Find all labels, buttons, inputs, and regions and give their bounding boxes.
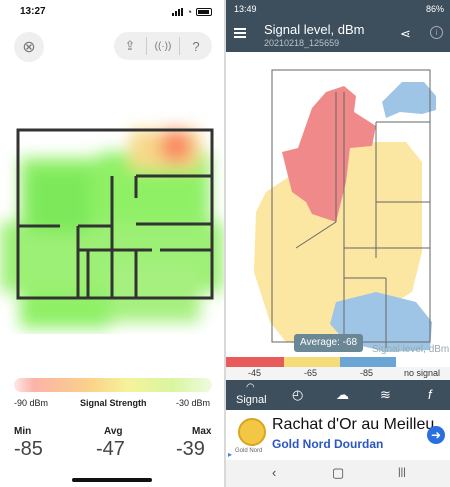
share-icon[interactable]: ⇪ bbox=[124, 38, 136, 53]
stat-avg-value: -47 bbox=[96, 438, 125, 460]
signal-map[interactable] bbox=[226, 52, 450, 358]
cloud-icon[interactable]: ☁ bbox=[336, 387, 349, 402]
scale-max-label: -30 dBm bbox=[176, 398, 211, 408]
ad-subline[interactable]: Gold Nord Dourdan bbox=[272, 437, 384, 451]
signal-tab[interactable]: Signal bbox=[236, 394, 267, 406]
back-button[interactable]: ‹ bbox=[272, 465, 277, 480]
toolbar-subtitle: 20210218_125659 bbox=[264, 38, 340, 48]
bottom-toolbar: ◠ Signal ◴ ☁ ≋ f bbox=[226, 380, 450, 410]
ad-choices-icon[interactable]: ▸ bbox=[228, 450, 233, 459]
pill-divider bbox=[146, 37, 147, 55]
waves-icon[interactable]: ≋ bbox=[380, 387, 391, 402]
stat-max-label: Max bbox=[192, 426, 212, 437]
legend-swatch-yellow bbox=[284, 357, 340, 367]
status-time: 13:27 bbox=[20, 6, 46, 17]
ad-headline[interactable]: Rachat d'Or au Meilleu bbox=[272, 416, 435, 433]
hamburger-menu-icon[interactable] bbox=[234, 28, 246, 38]
android-nav-bar: ‹ ▢ ||| bbox=[226, 460, 450, 487]
right-phone-screen: 13:49 86% Signal level, dBm 20210218_125… bbox=[226, 0, 450, 487]
stat-max-value: -39 bbox=[176, 438, 205, 460]
scale-min-label: -90 dBm bbox=[14, 398, 49, 408]
average-badge: Average: -68 bbox=[294, 334, 364, 352]
antenna-icon[interactable]: ((·)) bbox=[154, 40, 172, 52]
toolbar-pill: ⇪ ((·)) ? bbox=[114, 32, 212, 60]
info-icon[interactable]: i bbox=[430, 26, 443, 39]
function-icon[interactable]: f bbox=[428, 387, 432, 402]
cellular-icon bbox=[171, 8, 183, 16]
stat-min-label: Min bbox=[14, 426, 32, 437]
wifi-icon: ◠ bbox=[246, 382, 255, 393]
arrow-right-icon[interactable]: ➜ bbox=[427, 426, 445, 444]
home-button[interactable]: ▢ bbox=[332, 465, 345, 480]
help-icon[interactable]: ? bbox=[192, 38, 200, 54]
toolbar-title: Signal level, dBm bbox=[264, 22, 365, 37]
stat-min-value: -85 bbox=[14, 438, 43, 460]
signal-strength-scale bbox=[14, 378, 212, 392]
home-indicator[interactable] bbox=[72, 478, 152, 482]
legend-swatch-blue bbox=[340, 357, 396, 367]
close-button[interactable]: ⊗ bbox=[14, 32, 44, 62]
map-walls bbox=[271, 69, 431, 348]
pill-divider bbox=[179, 37, 180, 55]
legend-label: no signal bbox=[404, 368, 441, 378]
ad-logo bbox=[238, 418, 266, 446]
status-bar: 13:27 ◔ bbox=[0, 0, 224, 24]
legend-swatch-red bbox=[226, 357, 284, 367]
speed-gauge-icon[interactable]: ◴ bbox=[292, 387, 304, 402]
status-time: 13:49 bbox=[234, 4, 257, 14]
legend-label: -65 bbox=[304, 368, 318, 378]
map-signal-label: Signal level, dBm bbox=[372, 344, 450, 355]
status-icons: ◔ bbox=[171, 7, 212, 17]
status-bar: 13:49 86% bbox=[226, 0, 450, 18]
legend-label: -85 bbox=[360, 368, 374, 378]
signal-legend bbox=[226, 357, 450, 367]
battery-icon bbox=[196, 8, 212, 16]
legend-swatch-none bbox=[396, 357, 450, 367]
ad-banner[interactable]: Gold Nord Rachat d'Or au Meilleu Gold No… bbox=[226, 410, 450, 460]
recents-button[interactable]: ||| bbox=[398, 467, 406, 478]
ad-logo-text: Gold Nord bbox=[235, 448, 263, 454]
floorplan-walls bbox=[16, 128, 214, 300]
wifi-icon: ◔ bbox=[186, 7, 192, 17]
left-phone-screen: 13:27 ◔ ⊗ ⇪ ((·)) ? bbox=[0, 0, 224, 487]
heatmap-floorplan[interactable] bbox=[0, 112, 224, 334]
close-icon: ⊗ bbox=[22, 39, 36, 56]
status-battery: 86% bbox=[425, 4, 444, 14]
share-icon[interactable]: ⋖ bbox=[400, 26, 411, 41]
scale-title: Signal Strength bbox=[80, 398, 147, 408]
app-toolbar: Signal level, dBm 20210218_125659 ⋖ i bbox=[226, 18, 450, 52]
legend-label: -45 bbox=[248, 368, 262, 378]
stat-avg-label: Avg bbox=[104, 426, 123, 437]
heatmap-layer bbox=[0, 128, 224, 328]
